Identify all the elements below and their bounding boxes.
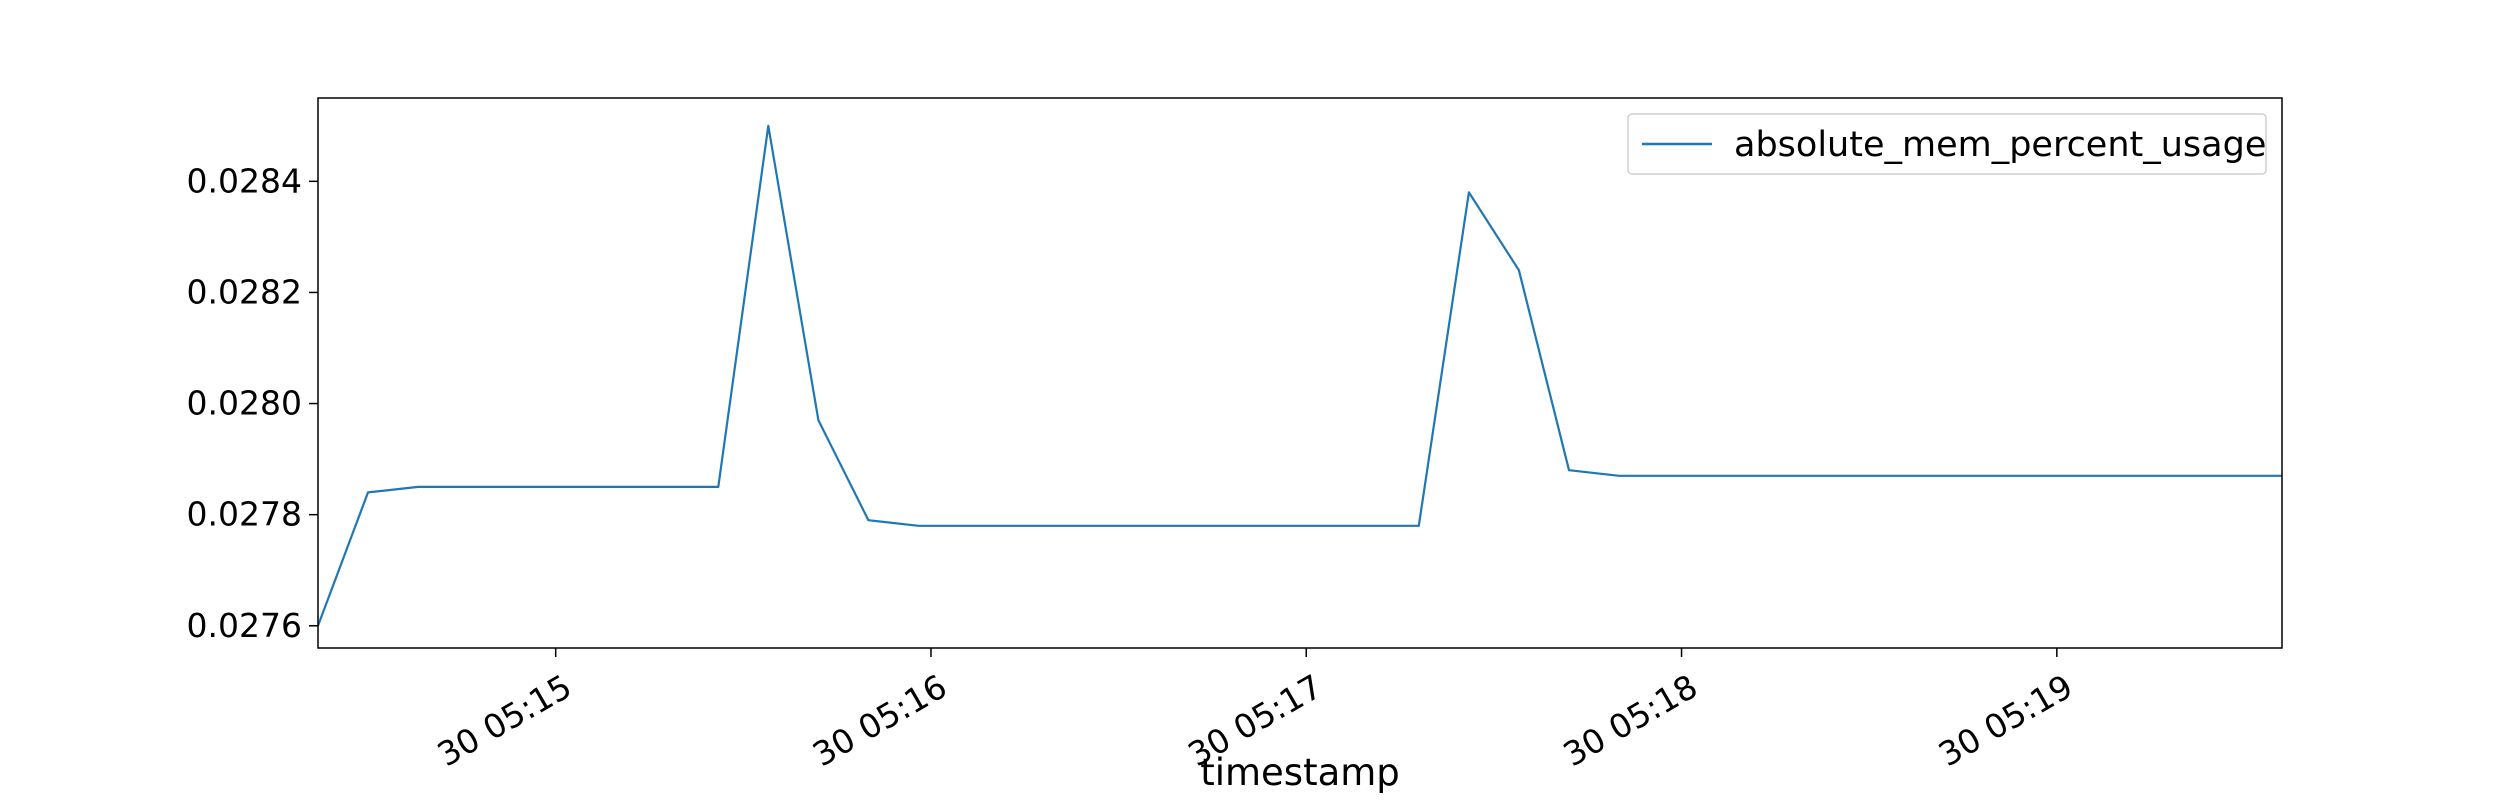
- y-tick-label: 0.0282: [187, 272, 302, 311]
- y-tick-label: 0.0280: [187, 384, 302, 423]
- y-axis: 0.0276 0.0278 0.0280 0.0282 0.0284: [187, 161, 318, 645]
- legend-box: [1627, 113, 2267, 175]
- x-tick-label: 30 05:19: [1932, 667, 2079, 775]
- legend: absolute_mem_percent_usage: [1627, 113, 2267, 175]
- x-tick-label: 30 05:16: [806, 667, 953, 775]
- y-tick-label: 0.0276: [187, 606, 302, 645]
- x-axis-title: timestamp: [1200, 751, 1400, 794]
- plot-area: [316, 124, 2282, 627]
- y-tick-label: 0.0284: [187, 161, 302, 200]
- plot-frame: [317, 97, 2283, 649]
- legend-label: absolute_mem_percent_usage: [1734, 125, 2266, 165]
- series-line-0: [316, 124, 2282, 627]
- y-tick-label: 0.0278: [187, 495, 302, 534]
- x-tick-label: 30 05:15: [431, 667, 578, 775]
- x-tick-label: 30 05:18: [1557, 667, 1704, 775]
